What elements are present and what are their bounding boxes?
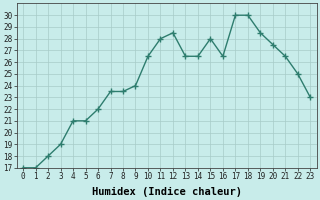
- X-axis label: Humidex (Indice chaleur): Humidex (Indice chaleur): [92, 186, 242, 197]
